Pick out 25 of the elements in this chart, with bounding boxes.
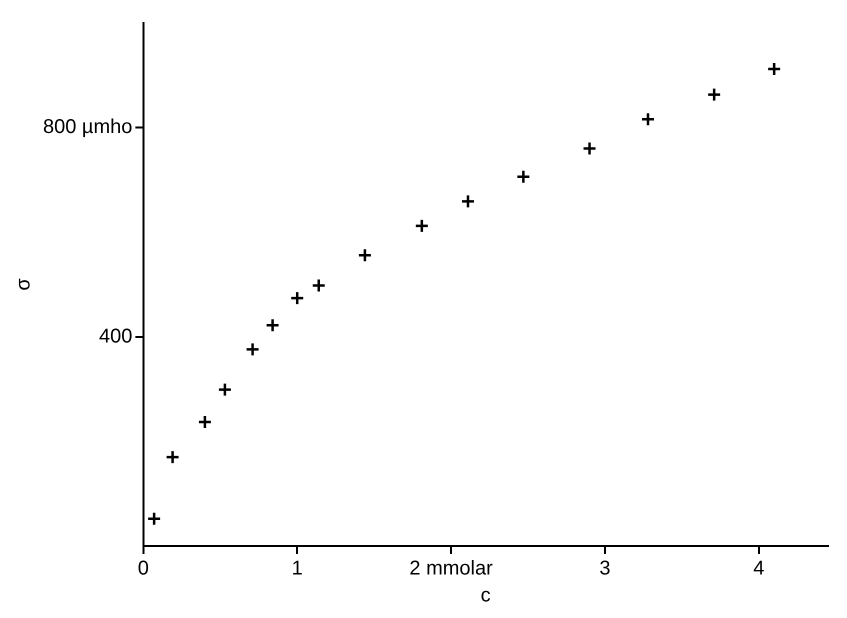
y-axis-title: σ [12, 278, 35, 291]
point [245, 342, 260, 357]
point [766, 62, 782, 76]
point [414, 218, 430, 234]
x-tick-label: 0 [138, 558, 149, 580]
x-tick-label: 1 [292, 558, 303, 580]
point [358, 248, 372, 262]
point [460, 194, 476, 209]
point [265, 318, 280, 333]
y-tick-label: 400 [98, 325, 132, 348]
point [582, 141, 597, 156]
point [706, 87, 722, 102]
x-tick-label: 3 [599, 558, 610, 580]
point [146, 512, 162, 526]
point [516, 170, 531, 184]
y-tick-label: 800 µmho [42, 116, 132, 138]
point [640, 112, 656, 126]
point [290, 290, 304, 306]
x-axis-title: c [480, 584, 491, 607]
point [312, 278, 326, 293]
point [165, 450, 180, 464]
point [218, 382, 232, 397]
x-tick-label: 4 [753, 558, 764, 580]
x-tick-label: 2 mmolar [409, 558, 494, 580]
point [198, 414, 212, 430]
